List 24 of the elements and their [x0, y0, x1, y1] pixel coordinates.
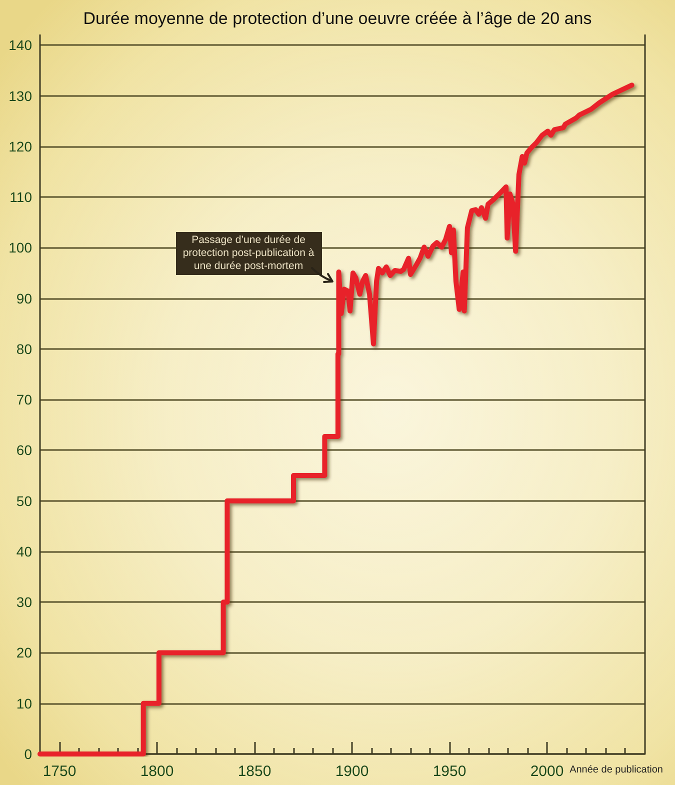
y-tick-label: 130: [8, 88, 32, 104]
y-tick-label: 110: [10, 189, 32, 206]
y-tick-label: 0: [24, 746, 32, 762]
annotation: Passage d’une durée de protection post-publication à une durée post-mortem: [176, 232, 322, 276]
chart-title: Durée moyenne de protection d’une oeuvre créée à l’âge de 20 ans: [83, 9, 592, 28]
y-tick-label: 80: [16, 340, 32, 357]
x-tick-label: 1800: [140, 763, 174, 780]
y-tick-label: 120: [8, 138, 32, 154]
y-tick-label: 60: [16, 442, 32, 458]
y-tick-label: 90: [16, 290, 32, 306]
x-axis-title: Année de publication: [570, 764, 663, 776]
y-tick-label: 100: [8, 240, 32, 256]
y-tick-label: 20: [16, 644, 32, 661]
y-tick-label: 70: [16, 392, 32, 408]
x-tick-label: 1900: [335, 763, 369, 780]
x-tick-label: 1750: [42, 763, 76, 780]
y-tick-label: 30: [16, 594, 32, 610]
x-tick-label: 1850: [238, 763, 272, 780]
y-tick-label: 40: [16, 543, 32, 560]
y-tick-label: 50: [16, 492, 32, 509]
x-tick-label: 2000: [530, 763, 564, 780]
x-tick-label: 1950: [432, 763, 466, 780]
y-tick-label: 140: [8, 37, 32, 54]
y-tick-label: 10: [16, 695, 32, 712]
